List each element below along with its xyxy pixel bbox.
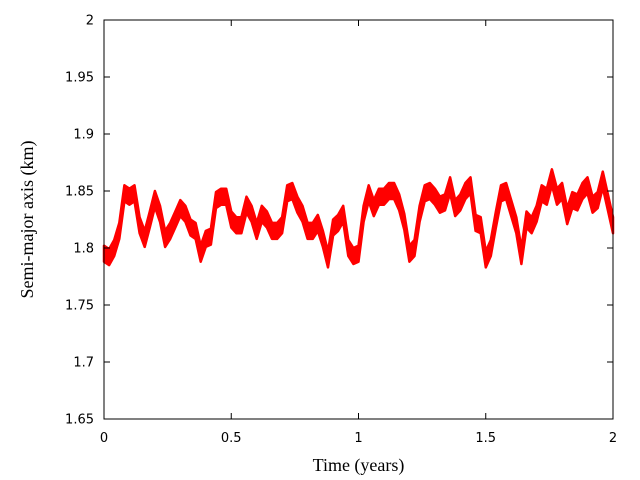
series-line xyxy=(103,176,614,261)
y-axis-label: Semi-major axis (km) xyxy=(17,141,38,299)
x-tick-label: 1 xyxy=(354,431,362,446)
plot-area xyxy=(102,168,615,269)
x-tick-label: 1.5 xyxy=(475,431,496,446)
y-tick-label: 1.8 xyxy=(73,242,94,257)
x-tick-label: 0 xyxy=(100,431,108,446)
y-tick-label: 1.7 xyxy=(73,356,94,371)
y-tick-label: 1.9 xyxy=(73,128,94,143)
y-tick-label: 1.75 xyxy=(65,299,94,314)
y-tick-label: 2 xyxy=(86,14,94,29)
x-axis-label: Time (years) xyxy=(313,455,405,476)
y-tick-label: 1.85 xyxy=(65,185,94,200)
x-tick-label: 0.5 xyxy=(221,431,242,446)
y-tick-label: 1.65 xyxy=(65,413,94,428)
axis-ticks: 0 0.5 1 1.5 2 1.65 1.7 1.75 1.8 1.85 1.9 1.95 2 xyxy=(65,14,617,447)
x-tick-label: 2 xyxy=(609,431,617,446)
y-tick-label: 1.95 xyxy=(65,71,94,86)
